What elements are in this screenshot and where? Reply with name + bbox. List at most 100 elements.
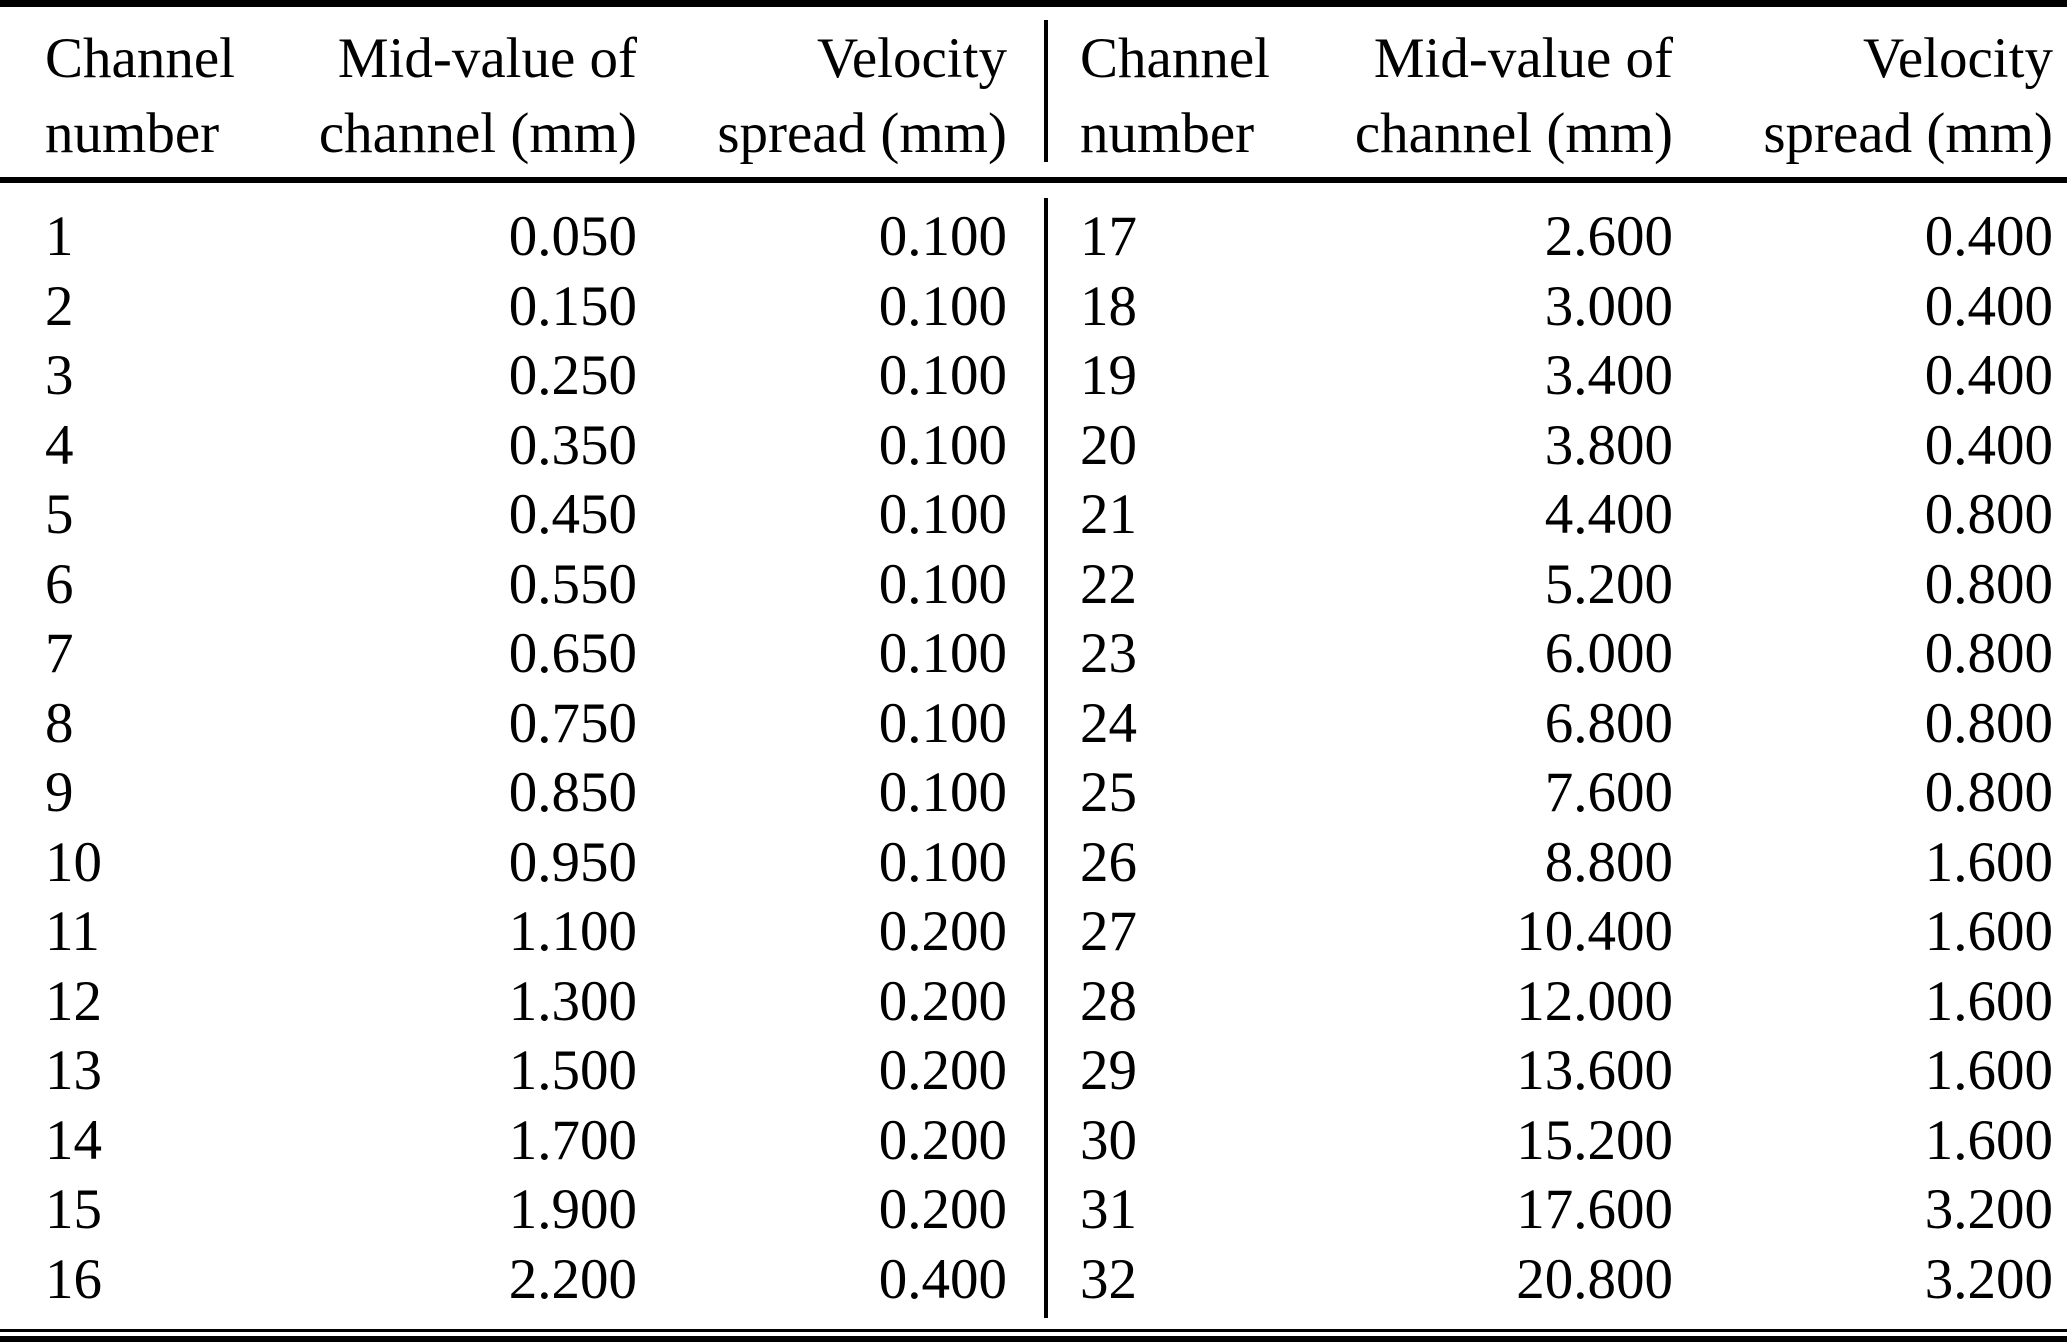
- channel-number-cell: 30: [1080, 1108, 1137, 1172]
- velocity-spread-cell: 0.100: [878, 483, 1007, 546]
- velocity-spread-cell: 0.400: [1924, 413, 2053, 477]
- velocity-spread-cell: 0.800: [1924, 552, 2053, 616]
- header-line: Channel: [45, 27, 235, 90]
- mid-value-cell: 0.450: [508, 483, 637, 546]
- mid-value-cell: 8.800: [1544, 830, 1673, 894]
- channel-number-cell: 11: [45, 900, 100, 963]
- mid-value-cell: 0.650: [508, 622, 637, 685]
- table-left-half: Channel number Mid-value of channel (mm)…: [0, 0, 1047, 1314]
- velocity-spread-cell: 0.800: [1924, 761, 2053, 824]
- velocity-spread-cell: 0.800: [1924, 691, 2053, 755]
- table-row: 28 12.000 1.600: [1047, 967, 2067, 1037]
- table-row: 10 0.950 0.100: [0, 828, 1047, 898]
- header-velocity-spread: Velocity spread (mm): [1673, 21, 2067, 171]
- mid-value-cell: 12.000: [1516, 969, 1673, 1033]
- channel-number-cell: 17: [1080, 205, 1137, 268]
- header-velocity-spread: Velocity spread (mm): [637, 21, 1047, 171]
- velocity-spread-cell: 0.100: [878, 691, 1007, 755]
- velocity-spread-cell: 0.100: [878, 830, 1007, 894]
- velocity-spread-cell: 0.400: [878, 1247, 1007, 1311]
- mid-value-cell: 1.700: [508, 1108, 637, 1172]
- mid-value-cell: 1.300: [508, 969, 637, 1033]
- channel-number-cell: 25: [1080, 761, 1137, 824]
- velocity-spread-cell: 0.100: [878, 761, 1007, 824]
- mid-value-cell: 7.600: [1544, 761, 1673, 824]
- mid-value-cell: 6.000: [1544, 622, 1673, 685]
- mid-value-cell: 4.400: [1544, 483, 1673, 546]
- table-body-right: 17 2.600 0.400 18 3.000 0.400 19 3.400 0.400 20 3.…: [1047, 202, 2067, 1314]
- table-header-right: Channel number Mid-value of channel (mm)…: [1047, 0, 2067, 171]
- channel-number-cell: 22: [1080, 552, 1137, 616]
- header-line: spread (mm): [1763, 102, 2053, 165]
- channel-number-cell: 9: [45, 761, 74, 824]
- channel-number-cell: 29: [1080, 1039, 1137, 1102]
- velocity-spread-cell: 1.600: [1924, 969, 2053, 1033]
- velocity-spread-cell: 0.100: [878, 344, 1007, 407]
- header-line: Velocity: [817, 27, 1007, 90]
- velocity-spread-cell: 0.400: [1924, 205, 2053, 268]
- table-row: 31 17.600 3.200: [1047, 1175, 2067, 1245]
- bottom-rule-thick: [0, 1336, 2067, 1342]
- mid-value-cell: 1.100: [508, 900, 637, 963]
- mid-value-cell: 0.750: [508, 691, 637, 755]
- table-row: 16 2.200 0.400: [0, 1245, 1047, 1315]
- velocity-spread-cell: 0.100: [878, 413, 1007, 477]
- bottom-rule-thin: [0, 1329, 2067, 1332]
- table-row: 19 3.400 0.400: [1047, 341, 2067, 411]
- mid-value-cell: 1.500: [508, 1039, 637, 1102]
- table-row: 22 5.200 0.800: [1047, 550, 2067, 620]
- table-row: 8 0.750 0.100: [0, 689, 1047, 759]
- velocity-spread-cell: 0.400: [1924, 344, 2053, 407]
- table-row: 5 0.450 0.100: [0, 480, 1047, 550]
- channel-number-cell: 21: [1080, 483, 1137, 546]
- table-row: 25 7.600 0.800: [1047, 758, 2067, 828]
- header-line: number: [45, 102, 220, 165]
- velocity-spread-cell: 1.600: [1924, 1039, 2053, 1102]
- velocity-spread-cell: 1.600: [1924, 1108, 2053, 1172]
- table-row: 4 0.350 0.100: [0, 411, 1047, 481]
- column-divider-body: [1044, 198, 1048, 1318]
- table-row: 13 1.500 0.200: [0, 1036, 1047, 1106]
- table-row: 29 13.600 1.600: [1047, 1036, 2067, 1106]
- header-channel-number: Channel number: [0, 21, 250, 171]
- mid-value-cell: 0.250: [508, 344, 637, 407]
- channel-number-cell: 16: [45, 1247, 102, 1311]
- mid-value-cell: 3.800: [1544, 413, 1673, 477]
- velocity-spread-cell: 3.200: [1924, 1178, 2053, 1241]
- channel-number-cell: 15: [45, 1178, 102, 1241]
- mid-value-cell: 0.950: [508, 830, 637, 894]
- velocity-spread-cell: 1.600: [1924, 830, 2053, 894]
- channel-number-cell: 24: [1080, 691, 1137, 755]
- table-row: 12 1.300 0.200: [0, 967, 1047, 1037]
- table-right-half: Channel number Mid-value of channel (mm)…: [1047, 0, 2067, 1314]
- header-mid-value: Mid-value of channel (mm): [250, 21, 637, 171]
- mid-value-cell: 0.150: [508, 274, 637, 338]
- table-body-left: 1 0.050 0.100 2 0.150 0.100 3 0.250 0.100 4 0.350 0…: [0, 202, 1047, 1314]
- velocity-spread-cell: 0.200: [878, 969, 1007, 1033]
- header-line: Mid-value of: [337, 27, 637, 90]
- header-line: Velocity: [1863, 27, 2053, 90]
- mid-value-cell: 1.900: [508, 1178, 637, 1241]
- table-row: 24 6.800 0.800: [1047, 689, 2067, 759]
- mid-value-cell: 15.200: [1516, 1108, 1673, 1172]
- table-row: 30 15.200 1.600: [1047, 1106, 2067, 1176]
- channel-number-cell: 2: [45, 274, 74, 338]
- velocity-spread-cell: 0.200: [878, 1039, 1007, 1102]
- table-row: 17 2.600 0.400: [1047, 202, 2067, 272]
- channel-number-cell: 20: [1080, 413, 1137, 477]
- table-row: 27 10.400 1.600: [1047, 897, 2067, 967]
- table-row: 21 4.400 0.800: [1047, 480, 2067, 550]
- channel-number-cell: 3: [45, 344, 74, 407]
- mid-value-cell: 10.400: [1516, 900, 1673, 963]
- mid-value-cell: 20.800: [1516, 1247, 1673, 1311]
- table-row: 9 0.850 0.100: [0, 758, 1047, 828]
- mid-value-cell: 2.600: [1544, 205, 1673, 268]
- header-line: Mid-value of: [1373, 27, 1673, 90]
- header-line: channel (mm): [1354, 102, 1673, 165]
- table-row: 14 1.700 0.200: [0, 1106, 1047, 1176]
- header-line: Channel: [1080, 27, 1270, 90]
- velocity-spread-cell: 3.200: [1924, 1247, 2053, 1311]
- channel-number-cell: 32: [1080, 1247, 1137, 1311]
- channel-number-cell: 5: [45, 483, 74, 546]
